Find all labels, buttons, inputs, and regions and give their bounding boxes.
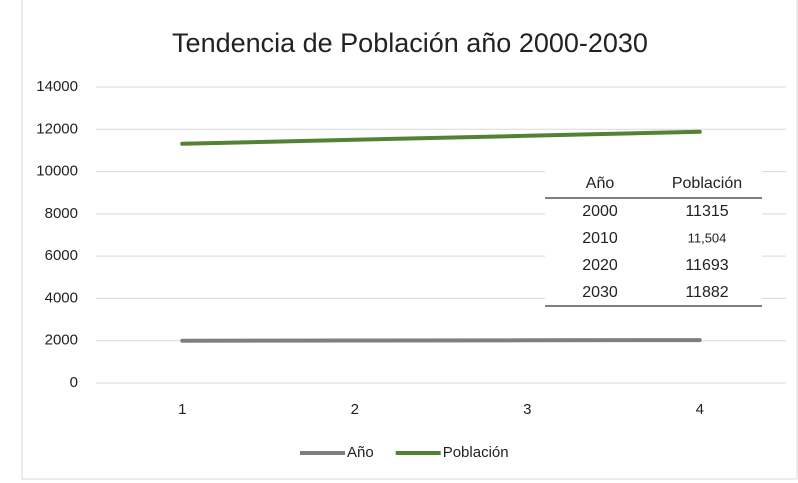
y-tick-label: 4000 xyxy=(45,289,78,306)
x-tick-label: 3 xyxy=(523,401,531,418)
legend-label: Año xyxy=(347,444,374,461)
x-tick-label: 1 xyxy=(178,401,186,418)
table-cell: 2000 xyxy=(582,203,618,220)
table-cell: 11315 xyxy=(685,203,728,220)
y-tick-label: 8000 xyxy=(45,205,78,222)
legend-label: Población xyxy=(443,444,509,461)
y-tick-label: 12000 xyxy=(36,120,78,137)
y-tick-label: 0 xyxy=(70,374,78,391)
y-tick-label: 10000 xyxy=(36,163,78,180)
table-header: Año xyxy=(586,175,615,192)
table-background xyxy=(545,168,762,306)
x-tick-label: 4 xyxy=(696,401,704,418)
y-tick-label: 14000 xyxy=(36,78,78,95)
x-tick-label: 2 xyxy=(351,401,359,418)
chart-title: Tendencia de Población año 2000-2030 xyxy=(172,28,648,58)
line-series xyxy=(180,338,702,343)
y-tick-label: 2000 xyxy=(45,332,78,349)
table-header: Población xyxy=(672,175,742,192)
table-cell: 11882 xyxy=(685,284,728,301)
table-cell: 2020 xyxy=(582,257,618,274)
table-cell: 2010 xyxy=(582,230,618,247)
table-cell: 11693 xyxy=(685,257,728,274)
y-tick-label: 6000 xyxy=(45,247,78,264)
table-cell: 11,504 xyxy=(688,230,727,245)
line-series xyxy=(180,129,702,146)
table-cell: 2030 xyxy=(582,284,618,301)
